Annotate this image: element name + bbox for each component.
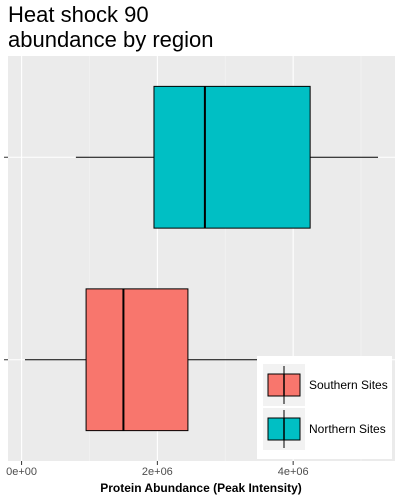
- chart-title: Heat shock 90 abundance by region: [8, 2, 214, 52]
- x-axis-title: Protein Abundance (Peak Intensity): [100, 481, 302, 495]
- x-axis: 0e+00 2e+06 4e+06: [4, 156, 309, 478]
- boxes: [24, 85, 379, 432]
- x-tick-label: 0e+00: [6, 466, 37, 478]
- northern-sites-legend-label: Northern Sites: [309, 422, 386, 436]
- legend: Southern Sites Northern Sites: [257, 356, 392, 459]
- x-tick-label: 2e+06: [142, 466, 173, 478]
- x-tick-label: 4e+06: [278, 466, 309, 478]
- southern-sites-legend-label: Southern Sites: [309, 378, 388, 392]
- southern-sites-box: [85, 288, 189, 432]
- northern-sites-box: [153, 85, 311, 229]
